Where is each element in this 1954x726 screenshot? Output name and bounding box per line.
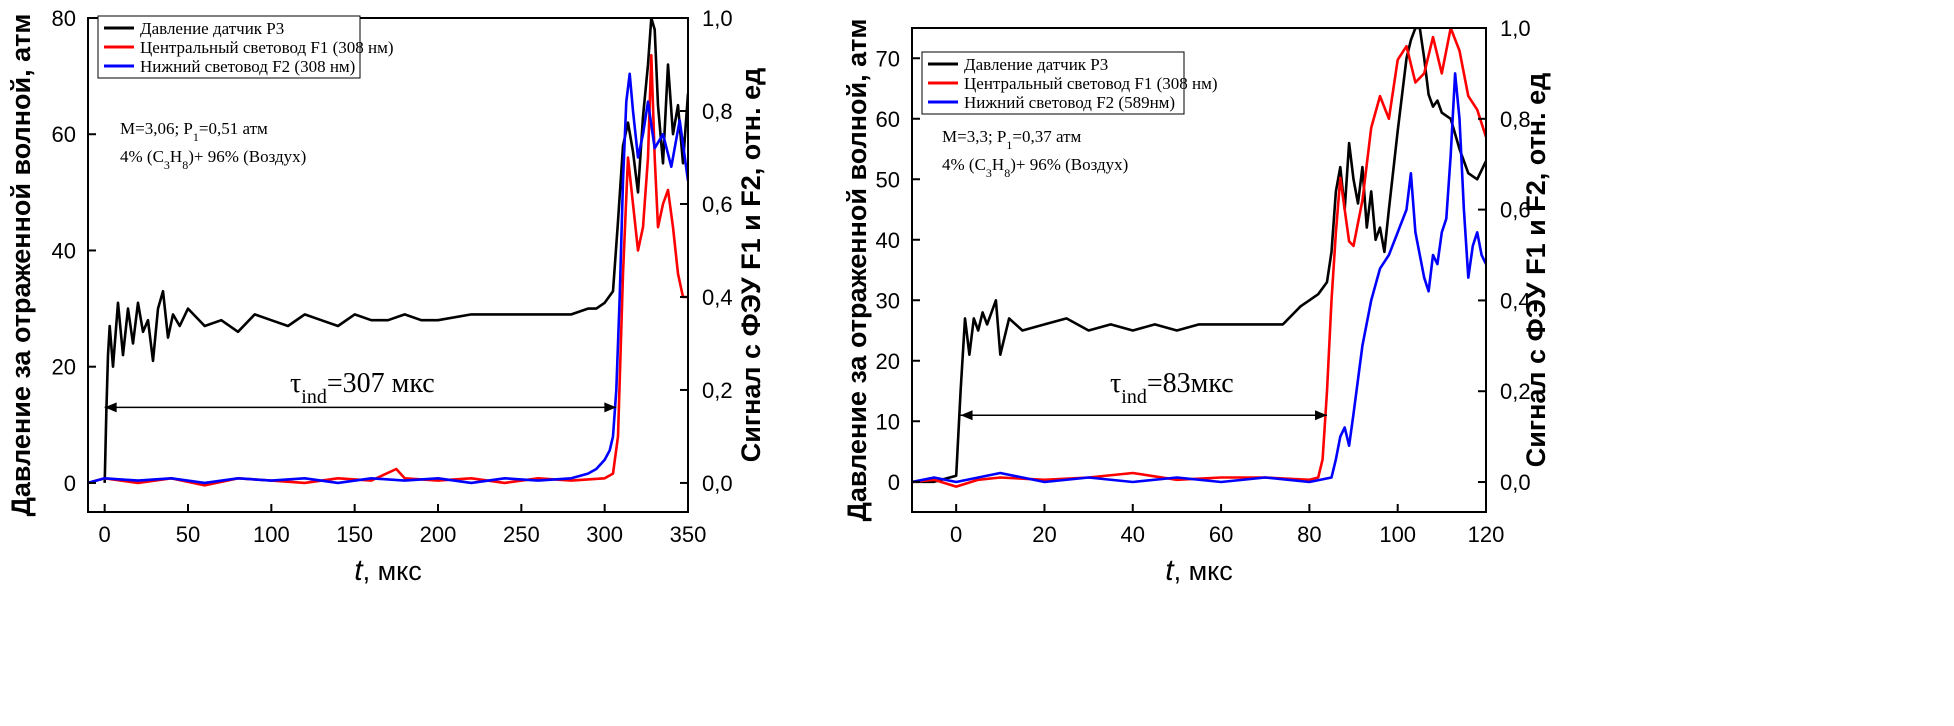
series-line-1 [912, 28, 1486, 484]
chart-panel-1: 0 50 100 150 200 250 300 350 0 20 40 60 80 0,0 0,2 0,4 0… [6, 6, 766, 587]
y-right-tick-label: 0,4 [702, 285, 733, 310]
y-right-tick-label: 0,4 [1500, 288, 1531, 313]
legend-entry: Давление датчик P3 [964, 55, 1108, 74]
y-left-tick-label: 60 [52, 122, 76, 147]
y-left-tick-label: 20 [876, 349, 900, 374]
legend-entry: Центральный световод F1 (308 нм) [964, 74, 1218, 93]
y-right-tick-label: 0,8 [1500, 107, 1531, 132]
y-left-tick-label: 70 [876, 46, 900, 71]
x-tick-label: 40 [1121, 522, 1145, 547]
conditions-label: M=3,3; P1=0,37 атм [942, 127, 1082, 152]
x-tick-label: 150 [336, 522, 373, 547]
y-right-tick-label: 0,6 [702, 192, 733, 217]
y-right-tick-label: 0,0 [1500, 470, 1531, 495]
y-right-tick-label: 1,0 [702, 6, 733, 31]
legend-box [97, 15, 361, 79]
x-tick-label: 80 [1297, 522, 1321, 547]
chart-panel-2: 0 20 40 60 80 100 120 0 10 20 30 40 50 60 70 0,0 0,2 0,4 0… [842, 16, 1551, 587]
y-left-tick-label: 40 [876, 228, 900, 253]
mixture-label: 4% (C3H8)+ 96% (Воздух) [120, 147, 306, 172]
y-left-axis-label: Давление за отраженной волной, атм [6, 14, 36, 517]
x-tick-label: 100 [1379, 522, 1416, 547]
y-right-axis-label: Сигнал с ФЭУ F1 и F2, отн. ед [736, 68, 766, 463]
y-left-tick-label: 20 [52, 355, 76, 380]
x-axis-label: t, мкс [1165, 554, 1233, 587]
y-left-tick-label: 0 [64, 471, 76, 496]
y-right-tick-label: 0,2 [1500, 379, 1531, 404]
y-left-axis-label: Давление за отраженной волной, атм [842, 19, 872, 522]
mixture-label: 4% (C3H8)+ 96% (Воздух) [942, 155, 1128, 180]
x-tick-label: 120 [1468, 522, 1505, 547]
legend-entry: Центральный световод F1 (308 нм) [140, 38, 394, 57]
tau-arrow-right-head [1315, 410, 1328, 421]
y-right-tick-label: 0,2 [702, 378, 733, 403]
y-left-tick-label: 60 [876, 107, 900, 132]
x-tick-label: 350 [670, 522, 707, 547]
series-line-1 [103, 18, 688, 483]
y-right-tick-label: 0,6 [1500, 198, 1531, 223]
y-right-axis-label: Сигнал с ФЭУ F1 и F2, отн. ед [1521, 73, 1551, 468]
tau-ind-label: τind=307 мкс [290, 368, 435, 408]
y-left-tick-label: 80 [52, 6, 76, 31]
tau-arrow-left-head [960, 410, 973, 421]
tau-arrow-left-head [104, 402, 117, 413]
y-right-tick-label: 0,0 [702, 471, 733, 496]
tau-arrow-right-head [604, 402, 617, 413]
series-line-3 [912, 72, 1486, 484]
y-right-tick-label: 0,8 [702, 99, 733, 124]
y-left-tick-label: 10 [876, 409, 900, 434]
plot-frame [87, 17, 689, 513]
x-tick-label: 200 [420, 522, 457, 547]
y-left-tick-label: 50 [876, 167, 900, 192]
legend-box [921, 51, 1185, 115]
y-right-tick-label: 1,0 [1500, 16, 1531, 41]
x-tick-label: 20 [1032, 522, 1056, 547]
y-left-tick-label: 30 [876, 288, 900, 313]
legend-entry: Нижний световод F2 (589нм) [964, 93, 1175, 112]
x-tick-label: 300 [586, 522, 623, 547]
x-tick-label: 0 [950, 522, 962, 547]
legend-entry: Давление датчик P3 [140, 19, 284, 38]
x-tick-label: 60 [1209, 522, 1233, 547]
series-line-3 [88, 72, 688, 485]
plot-frame [911, 27, 1487, 513]
tau-ind-label: τind=83мкс [1110, 368, 1234, 408]
y-left-tick-label: 0 [888, 470, 900, 495]
x-axis-label: t, мкс [354, 554, 422, 587]
x-tick-label: 50 [176, 522, 200, 547]
x-tick-label: 100 [253, 522, 290, 547]
conditions-label: M=3,06; P1=0,51 атм [120, 119, 268, 144]
x-tick-label: 250 [503, 522, 540, 547]
legend-entry: Нижний световод F2 (308 нм) [140, 57, 355, 76]
y-left-tick-label: 40 [52, 238, 76, 263]
x-tick-label: 0 [99, 522, 111, 547]
